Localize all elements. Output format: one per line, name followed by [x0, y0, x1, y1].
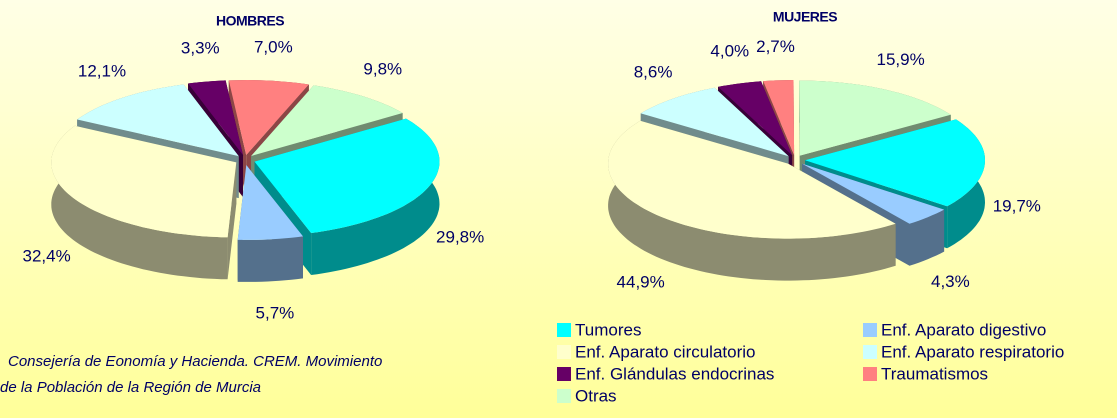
chart-title: HOMBRES	[216, 13, 284, 29]
legend-label: Enf. Glándulas endocrinas	[575, 364, 774, 383]
slice	[640, 87, 789, 157]
chart-title: MUJERES	[773, 9, 837, 25]
slice	[254, 118, 440, 233]
legend-swatch	[557, 345, 571, 359]
slice-side	[237, 236, 303, 282]
data-label: 32,4%	[22, 246, 70, 265]
data-label: 2,7%	[756, 37, 795, 56]
legend-swatch	[863, 345, 877, 359]
slice	[608, 120, 896, 239]
data-label: 19,7%	[993, 196, 1041, 215]
slice	[77, 84, 239, 157]
data-label: 12,1%	[78, 62, 126, 81]
data-label: 7,0%	[254, 37, 293, 56]
legend-swatch	[557, 367, 571, 381]
source-note: Consejería de Eonomía y Hacienda. CREM. …	[8, 353, 382, 370]
legend-label: Otras	[575, 386, 617, 405]
data-label: 4,0%	[710, 41, 749, 60]
data-label: 3,3%	[181, 39, 220, 58]
slice	[799, 80, 951, 156]
slice	[251, 85, 403, 156]
legend-label: Tumores	[575, 320, 641, 339]
slice	[228, 80, 309, 155]
slice-side	[608, 120, 896, 281]
legend-label: Traumatismos	[881, 364, 988, 383]
data-label: 9,8%	[363, 60, 402, 79]
slice-side	[51, 125, 228, 280]
slice	[805, 119, 985, 207]
legend-swatch	[863, 323, 877, 337]
data-label: 44,9%	[617, 273, 665, 292]
slice	[802, 163, 945, 224]
legend-swatch	[863, 367, 877, 381]
source-note: de la Población de la Región de Murcia	[0, 379, 261, 396]
slice	[237, 165, 303, 240]
data-label: 29,8%	[436, 228, 484, 247]
slice	[718, 81, 793, 156]
data-label: 15,9%	[877, 50, 925, 69]
slice	[51, 125, 237, 238]
legend-swatch	[557, 389, 571, 403]
slice	[188, 80, 243, 156]
data-label: 4,3%	[931, 272, 970, 291]
slice-side	[909, 209, 945, 266]
legend-label: Enf. Aparato circulatorio	[575, 342, 755, 361]
data-label: 5,7%	[256, 303, 295, 322]
legend-label: Enf. Aparato respiratorio	[881, 342, 1064, 361]
legend-swatch	[557, 323, 571, 337]
slice	[763, 80, 795, 155]
legend-label: Enf. Aparato digestivo	[881, 320, 1046, 339]
data-label: 8,6%	[634, 63, 673, 82]
